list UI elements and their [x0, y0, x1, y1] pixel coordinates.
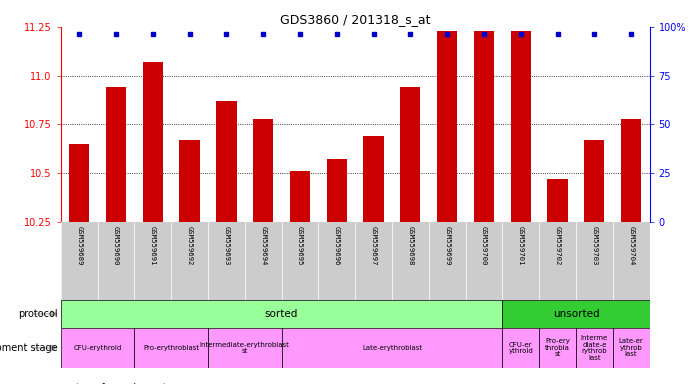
Bar [576, 328, 613, 368]
Text: GSM559704: GSM559704 [628, 226, 634, 265]
Bar [547, 179, 568, 222]
Text: GSM559690: GSM559690 [113, 226, 119, 265]
Text: unsorted: unsorted [553, 309, 599, 319]
Text: CFU-erythroid: CFU-erythroid [73, 345, 122, 351]
Text: GSM559701: GSM559701 [518, 226, 524, 265]
Bar [253, 119, 274, 222]
Bar [281, 328, 502, 368]
Text: Pro-erythroblast: Pro-erythroblast [143, 345, 199, 351]
Text: sorted: sorted [265, 309, 299, 319]
Bar [142, 62, 163, 222]
Bar [61, 300, 502, 328]
Bar [180, 140, 200, 222]
Text: Intermediate-erythroblast
st: Intermediate-erythroblast st [200, 342, 290, 354]
Text: protocol: protocol [18, 309, 57, 319]
Bar [216, 101, 236, 222]
Bar [61, 328, 134, 368]
Bar [502, 328, 539, 368]
Bar [502, 300, 650, 328]
Text: GSM559700: GSM559700 [481, 226, 487, 265]
Bar [290, 171, 310, 222]
Text: GSM559693: GSM559693 [223, 226, 229, 265]
Bar [437, 31, 457, 222]
Bar [69, 144, 89, 222]
Text: GSM559689: GSM559689 [76, 226, 82, 265]
Text: GSM559703: GSM559703 [591, 226, 597, 265]
Text: GSM559694: GSM559694 [261, 226, 266, 265]
Bar [400, 87, 421, 222]
Text: GSM559698: GSM559698 [408, 226, 413, 265]
Bar [584, 140, 605, 222]
Bar [106, 87, 126, 222]
Text: development stage: development stage [0, 343, 57, 353]
Text: GSM559692: GSM559692 [187, 226, 193, 265]
Bar [511, 31, 531, 222]
Bar [613, 328, 650, 368]
Bar [208, 328, 281, 368]
Title: GDS3860 / 201318_s_at: GDS3860 / 201318_s_at [280, 13, 430, 26]
Text: GSM559691: GSM559691 [150, 226, 155, 265]
Bar [539, 328, 576, 368]
Text: CFU-er
ythroid: CFU-er ythroid [509, 342, 533, 354]
Text: Late-er
ythrob
last: Late-er ythrob last [618, 338, 643, 358]
Text: GSM559702: GSM559702 [555, 226, 560, 265]
Bar [327, 159, 347, 222]
Text: GSM559695: GSM559695 [297, 226, 303, 265]
Text: Pro-ery
throbla
st: Pro-ery throbla st [545, 338, 570, 358]
Text: GSM559697: GSM559697 [370, 226, 377, 265]
Text: Interme
diate-e
rythrob
last: Interme diate-e rythrob last [580, 335, 608, 361]
Text: GSM559696: GSM559696 [334, 226, 340, 265]
Bar [134, 328, 208, 368]
Text: Late-erythroblast: Late-erythroblast [362, 345, 422, 351]
Bar [621, 119, 641, 222]
Text: GSM559699: GSM559699 [444, 226, 450, 265]
Text: ■: ■ [61, 383, 73, 384]
Bar [474, 31, 494, 222]
Text: transformed count: transformed count [76, 383, 167, 384]
Bar [363, 136, 384, 222]
